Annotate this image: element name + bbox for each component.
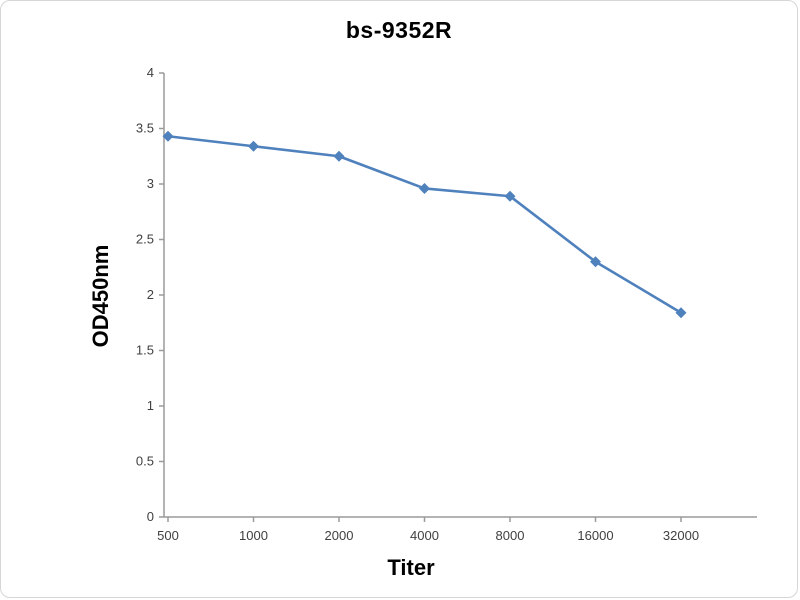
data-point-marker [419,182,430,194]
y-tick-label: 1.5 [136,343,154,358]
y-tick-label: 3 [147,176,154,191]
x-tick-label: 1000 [239,528,268,543]
x-tick-label: 32000 [663,528,699,543]
data-point-marker [333,150,345,162]
x-tick-label: 500 [157,528,179,543]
series-line [166,134,683,315]
data-point-marker [504,190,516,202]
x-tick-label: 4000 [410,528,439,543]
y-axis-title: OD450nm [88,244,113,348]
data-point-marker [162,130,174,142]
y-tick-label: 0.5 [136,454,154,469]
y-tick-label: 2 [147,287,154,302]
x-tick-label: 8000 [496,528,525,543]
x-axis-title: Titer [387,555,435,580]
data-point-marker [675,307,687,319]
y-tick-label: 2.5 [136,232,154,247]
x-tick-label: 16000 [577,528,613,543]
data-point-marker [248,140,259,152]
chart-title: bs-9352R [345,17,453,43]
y-tick-label: 4 [147,65,154,80]
y-tick-label: 1 [147,398,154,413]
y-tick-label: 3.5 [136,121,154,136]
data-point-marker [590,256,601,268]
x-tick-label: 2000 [325,528,354,543]
y-tick-label: 0 [147,509,154,524]
